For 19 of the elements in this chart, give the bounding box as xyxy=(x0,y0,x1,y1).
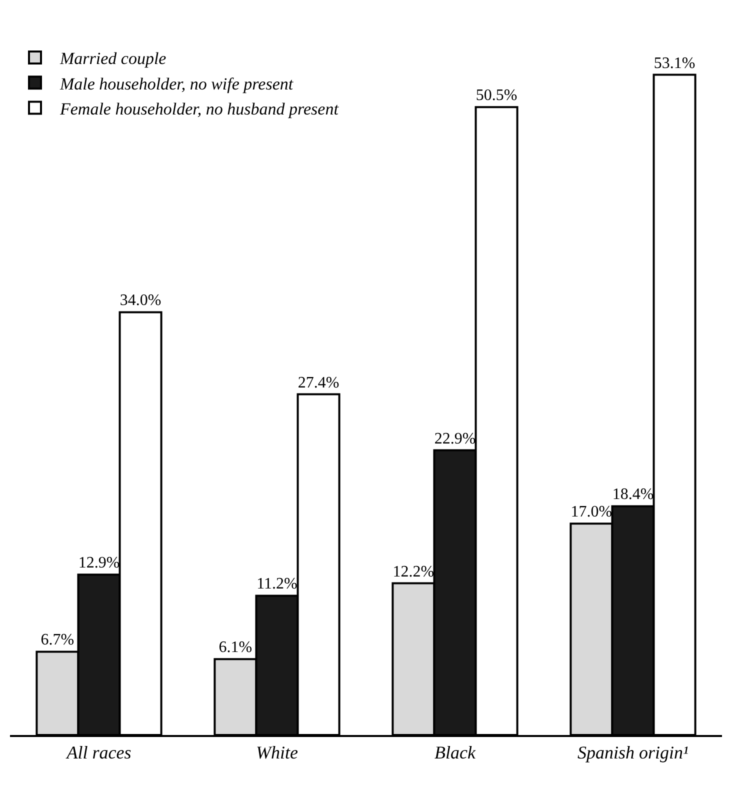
data-label: 17.0% xyxy=(570,504,612,521)
x-tick-label: Spanish origin¹ xyxy=(578,742,688,763)
data-label: 22.9% xyxy=(434,430,476,448)
data-label: 6.1% xyxy=(218,639,252,656)
legend-label: Married couple xyxy=(59,49,167,68)
x-tick-label: White xyxy=(256,742,298,763)
data-label: 12.9% xyxy=(78,554,120,572)
x-tick-label: Black xyxy=(434,742,476,763)
data-label: 34.0% xyxy=(120,292,162,310)
data-label: 50.5% xyxy=(476,87,518,104)
data-label: 6.7% xyxy=(40,632,74,649)
x-tick-label: All races xyxy=(66,742,132,763)
data-label: 12.2% xyxy=(392,563,434,580)
legend-label: Female householder, no husband present xyxy=(59,99,340,118)
data-label: 18.4% xyxy=(612,486,654,504)
data-label: 27.4% xyxy=(298,374,340,392)
data-label: 53.1% xyxy=(654,54,696,72)
data-label: 11.2% xyxy=(256,576,298,593)
legend-label: Male householder, no wife present xyxy=(59,74,294,94)
